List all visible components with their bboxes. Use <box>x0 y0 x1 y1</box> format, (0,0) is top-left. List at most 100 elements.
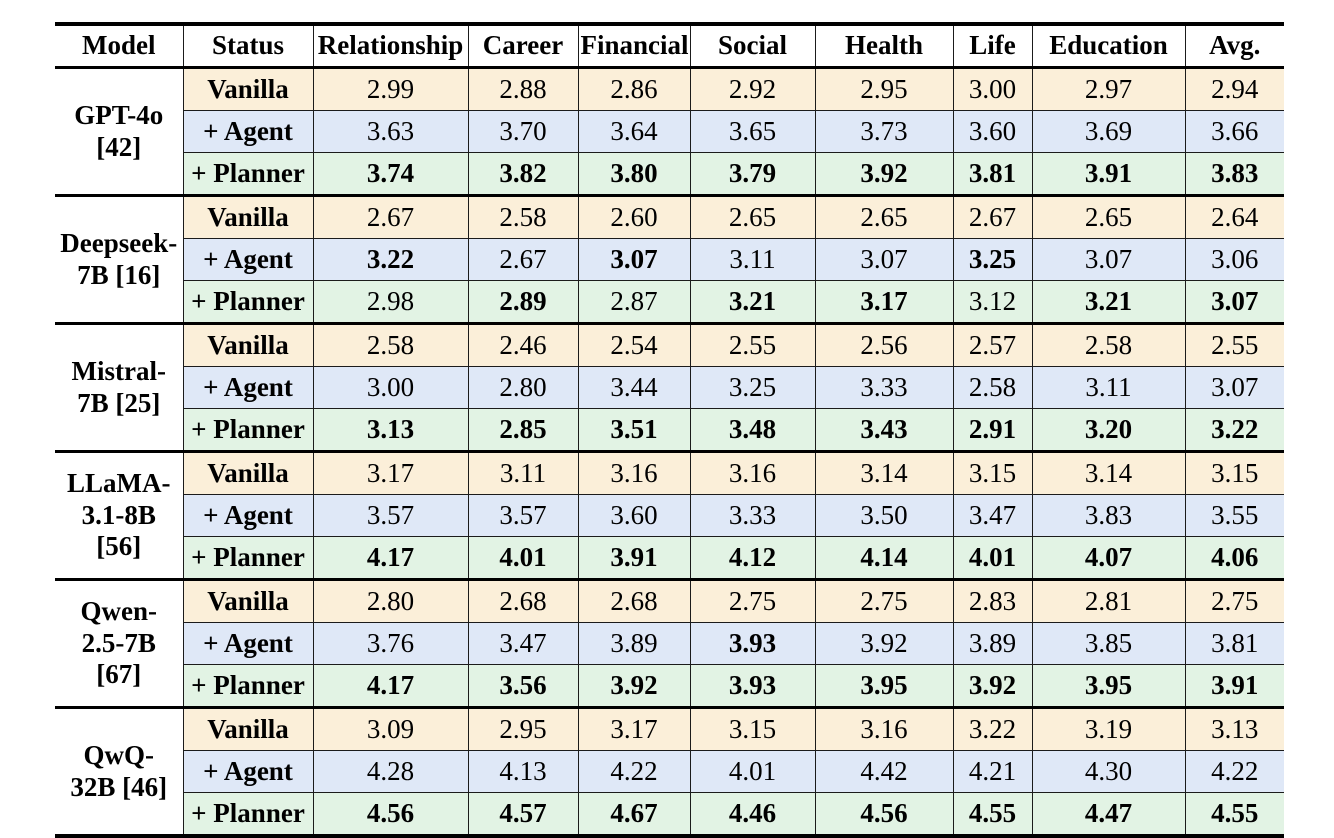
score-cell: 3.89 <box>577 622 691 665</box>
score-cell: 3.11 <box>689 238 816 281</box>
status-cell-vanilla: Vanilla <box>182 450 314 495</box>
status-cell-planner: + Planner <box>183 408 314 452</box>
model-name-line: 2.5-7B <box>81 627 156 658</box>
model-name-cell: QwQ- 32B [46] <box>55 706 184 837</box>
score-cell: 4.55 <box>952 792 1033 837</box>
score-cell: 3.79 <box>689 152 816 196</box>
score-cell: 3.22 <box>1184 408 1284 452</box>
score-cell: 3.07 <box>1184 280 1284 324</box>
score-cell: 3.80 <box>577 152 691 196</box>
status-cell-vanilla: Vanilla <box>182 706 314 751</box>
score-cell: 2.67 <box>952 194 1033 239</box>
score-cell: 3.95 <box>1031 664 1186 708</box>
model-name-cell: GPT-4o [42] <box>55 66 184 196</box>
score-cell: 2.89 <box>467 280 579 324</box>
model-name-line: 7B [16] <box>77 259 161 290</box>
column-header-life: Life <box>952 23 1033 69</box>
score-cell: 3.55 <box>1184 494 1284 537</box>
status-cell-planner: + Planner <box>183 792 314 837</box>
column-header-social: Social <box>689 23 816 69</box>
score-cell: 2.80 <box>312 578 469 623</box>
score-cell: 3.13 <box>1184 706 1284 751</box>
score-cell: 2.65 <box>814 194 954 239</box>
score-cell: 2.58 <box>312 322 469 367</box>
score-cell: 3.07 <box>577 238 691 281</box>
table-row: QwQ- 32B [46] Vanilla 3.09 2.95 3.17 3.15 3.16 3… <box>55 706 1284 837</box>
score-cell: 3.44 <box>577 366 691 409</box>
score-cell: 4.30 <box>1031 750 1186 793</box>
score-cell: 3.93 <box>689 664 816 708</box>
column-header-financial: Financial <box>577 23 691 69</box>
score-cell: 3.60 <box>577 494 691 537</box>
score-cell: 3.17 <box>312 450 469 495</box>
score-cell: 3.92 <box>952 664 1033 708</box>
score-cell: 3.91 <box>577 536 691 580</box>
score-cell: 4.55 <box>1184 792 1284 837</box>
status-cell-agent: + Agent <box>183 366 314 409</box>
score-cell: 4.57 <box>467 792 579 837</box>
score-cell: 3.57 <box>312 494 469 537</box>
score-cell: 2.60 <box>577 194 691 239</box>
score-cell: 2.95 <box>814 66 954 111</box>
table-row: + Planner 4.17 4.01 3.91 4.12 4.14 4.01 4.07 4.0… <box>55 536 1284 580</box>
table-row: GPT-4o [42] Vanilla 2.99 2.88 2.86 2.92 2.95 3.0… <box>55 66 1284 196</box>
table-row: + Planner 2.98 2.89 2.87 3.21 3.17 3.12 3.21 3.0… <box>55 280 1284 324</box>
score-cell: 3.12 <box>952 280 1033 324</box>
score-cell: 4.06 <box>1184 536 1284 580</box>
score-cell: 2.54 <box>577 322 691 367</box>
score-cell: 4.01 <box>952 536 1033 580</box>
status-cell-vanilla: Vanilla <box>182 578 314 623</box>
score-cell: 2.94 <box>1184 66 1284 111</box>
status-cell-planner: + Planner <box>183 536 314 580</box>
table-row: LLaMA- 3.1-8B [56] Vanilla 3.17 3.11 3.16 3.16 3… <box>55 450 1284 580</box>
score-cell: 3.14 <box>814 450 954 495</box>
status-cell-vanilla: Vanilla <box>182 194 314 239</box>
column-header-relationship: Relationship <box>312 23 469 69</box>
score-cell: 3.73 <box>814 110 954 153</box>
score-cell: 3.81 <box>1184 622 1284 665</box>
score-cell: 2.75 <box>1184 578 1284 623</box>
score-cell: 2.88 <box>467 66 579 111</box>
model-name-line: Deepseek- <box>60 227 178 258</box>
column-header-education: Education <box>1031 23 1186 69</box>
table-row: Mistral- 7B [25] Vanilla 2.58 2.46 2.54 2.55 2.… <box>55 322 1284 452</box>
score-cell: 3.76 <box>312 622 469 665</box>
table-row: + Planner 3.74 3.82 3.80 3.79 3.92 3.81 3.91 3.8… <box>55 152 1284 196</box>
score-cell: 4.22 <box>577 750 691 793</box>
score-cell: 3.66 <box>1184 110 1284 153</box>
status-cell-agent: + Agent <box>183 622 314 665</box>
results-table: Model Status Relationship Career Financial So… <box>55 22 1284 838</box>
score-cell: 3.70 <box>467 110 579 153</box>
score-cell: 3.95 <box>814 664 954 708</box>
score-cell: 4.14 <box>814 536 954 580</box>
score-cell: 2.75 <box>689 578 816 623</box>
model-name-line: [56] <box>96 531 142 562</box>
column-header-avg: Avg. <box>1184 23 1284 69</box>
status-cell-agent: + Agent <box>183 110 314 153</box>
score-cell: 4.22 <box>1184 750 1284 793</box>
model-name-cell: Deepseek- 7B [16] <box>55 194 184 324</box>
score-cell: 3.57 <box>467 494 579 537</box>
score-cell: 3.06 <box>1184 238 1284 281</box>
status-cell-agent: + Agent <box>183 750 314 793</box>
score-cell: 3.63 <box>312 110 469 153</box>
score-cell: 2.95 <box>467 706 579 751</box>
score-cell: 3.07 <box>1184 366 1284 409</box>
score-cell: 2.67 <box>312 194 469 239</box>
score-cell: 2.86 <box>577 66 691 111</box>
score-cell: 3.92 <box>814 152 954 196</box>
score-cell: 4.21 <box>952 750 1033 793</box>
score-cell: 3.09 <box>312 706 469 751</box>
score-cell: 3.21 <box>689 280 816 324</box>
score-cell: 2.91 <box>952 408 1033 452</box>
model-name-cell: LLaMA- 3.1-8B [56] <box>55 450 184 580</box>
column-header-health: Health <box>814 23 954 69</box>
score-cell: 3.91 <box>1031 152 1186 196</box>
score-cell: 3.82 <box>467 152 579 196</box>
score-cell: 3.64 <box>577 110 691 153</box>
table-row: + Agent 3.76 3.47 3.89 3.93 3.92 3.89 3.85 3.81 <box>55 622 1284 665</box>
score-cell: 3.11 <box>1031 366 1186 409</box>
table-row: + Agent 3.22 2.67 3.07 3.11 3.07 3.25 3.07 3.06 <box>55 238 1284 281</box>
model-name-line: QwQ- <box>83 739 155 770</box>
